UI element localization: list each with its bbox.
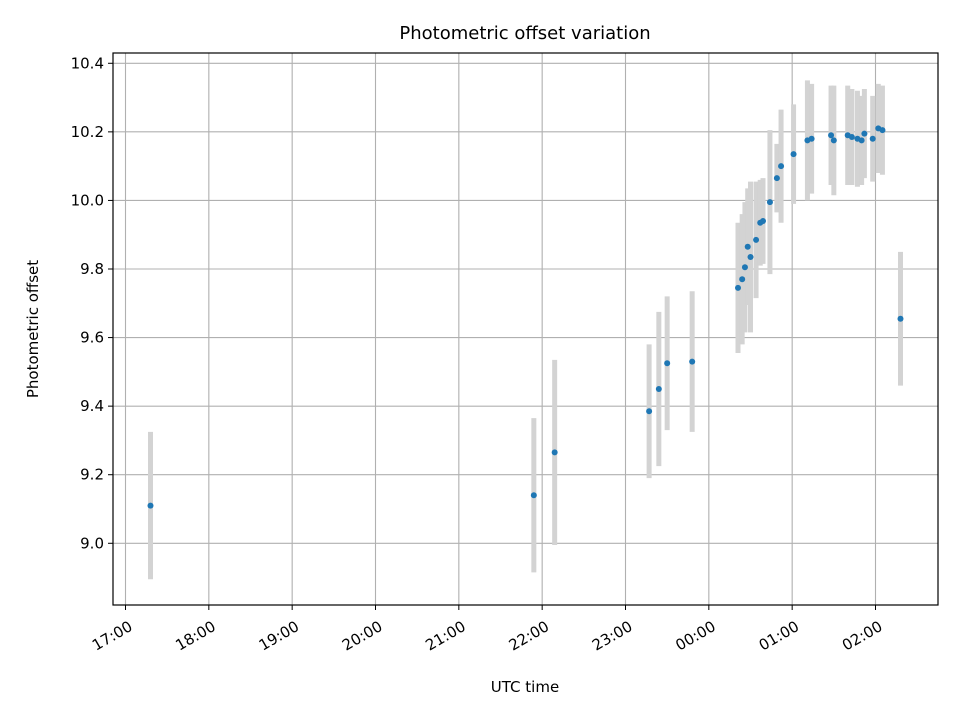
x-axis-ticks: 17:00 18:00 19:00 20:00 21:00 22:00 23:00 00:00…	[89, 605, 886, 654]
data-point	[655, 386, 662, 392]
data-points	[147, 125, 904, 509]
data-point	[830, 137, 837, 144]
data-point	[879, 127, 886, 134]
data-point	[808, 135, 815, 142]
y-tick-label: 9.0	[80, 534, 104, 552]
data-point	[869, 135, 876, 142]
data-point	[735, 284, 741, 291]
plot-frame	[112, 52, 939, 606]
data-point	[848, 134, 855, 140]
x-tick-label: 19:00	[256, 617, 302, 654]
x-tick-label: 17:00	[89, 617, 135, 654]
x-tick-label: 02:00	[839, 617, 885, 654]
data-point	[760, 218, 766, 224]
x-tick-label: 20:00	[339, 617, 385, 654]
data-point	[739, 276, 746, 283]
y-tick-label: 9.4	[80, 397, 104, 415]
data-point	[897, 315, 904, 322]
y-tick-label: 9.8	[80, 260, 104, 278]
grid-lines	[113, 53, 938, 605]
data-point	[747, 254, 754, 260]
y-axis-ticks: 9.0 9.2 9.4 9.6 9.8 10.0 10.2 10.4	[71, 54, 113, 552]
y-axis-label: Photometric offset	[24, 260, 42, 398]
x-tick-label: 00:00	[672, 617, 718, 654]
x-tick-label: 21:00	[422, 617, 468, 654]
data-point	[646, 408, 653, 415]
error-bars	[148, 80, 903, 580]
data-point	[689, 358, 696, 365]
data-point	[147, 502, 154, 509]
data-point	[766, 199, 773, 206]
data-point	[664, 360, 671, 367]
data-point	[551, 449, 558, 456]
data-point	[828, 132, 835, 139]
data-point	[773, 175, 780, 182]
data-point	[790, 151, 797, 158]
x-axis-label: UTC time	[491, 678, 559, 696]
x-tick-label: 23:00	[589, 617, 635, 654]
data-point	[530, 492, 537, 499]
x-tick-label: 22:00	[506, 617, 552, 654]
y-tick-label: 10.0	[71, 191, 104, 209]
y-tick-label: 9.6	[80, 329, 104, 347]
data-point	[753, 236, 760, 243]
x-tick-label: 18:00	[172, 617, 218, 654]
y-tick-label: 10.4	[71, 54, 104, 72]
data-point	[861, 130, 868, 137]
chart-title: Photometric offset variation	[399, 23, 650, 44]
y-tick-label: 9.2	[80, 466, 104, 484]
data-point	[778, 163, 785, 170]
x-tick-label: 01:00	[756, 617, 802, 654]
data-point	[744, 243, 751, 250]
data-point	[858, 137, 865, 144]
data-point	[741, 264, 748, 271]
y-tick-label: 10.2	[71, 123, 104, 141]
